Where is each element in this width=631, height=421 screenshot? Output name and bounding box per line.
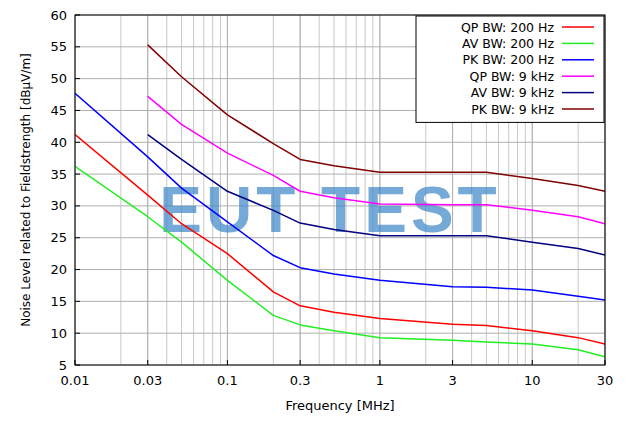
x-tick-label: 3 xyxy=(448,373,456,388)
x-tick xyxy=(605,360,606,365)
legend-swatch xyxy=(562,43,594,45)
x-tick-label: 0.3 xyxy=(290,373,311,388)
y-tick-label: 60 xyxy=(50,8,67,23)
y-grid-line xyxy=(75,301,605,302)
y-tick-label: 20 xyxy=(50,262,67,277)
x-tick-label: 0.01 xyxy=(61,373,90,388)
x-grid-line xyxy=(147,15,148,365)
y-tick-label: 30 xyxy=(50,198,67,213)
minor-grid-line xyxy=(120,15,121,365)
y-tick-label: 15 xyxy=(50,294,67,309)
y-tick xyxy=(75,142,80,143)
y-tick xyxy=(75,237,80,238)
legend-swatch xyxy=(562,59,594,61)
x-tick-label: 1 xyxy=(376,373,384,388)
series-line xyxy=(75,166,605,356)
axes: 0.01 0.03 0.1 0.3 1 3 10 30 5 10 15 20 25 30 35 40 45 50 5… xyxy=(50,8,613,389)
x-tick-label: 10 xyxy=(524,373,541,388)
legend-swatch xyxy=(562,75,594,77)
x-tick xyxy=(147,360,148,365)
x-tick-label: 30 xyxy=(597,373,614,388)
grid xyxy=(75,15,605,365)
plot-frame xyxy=(75,15,605,365)
y-tick xyxy=(75,301,80,302)
y-tick-label: 25 xyxy=(50,230,67,245)
y-tick xyxy=(75,174,80,175)
x-tick xyxy=(227,360,228,365)
minor-grid-line xyxy=(147,15,148,365)
legend-box xyxy=(416,16,604,122)
legend: QP BW: 200 HzAV BW: 200 HzPK BW: 200 Hz Q… xyxy=(416,16,604,122)
x-tick xyxy=(300,360,301,365)
y-tick xyxy=(75,110,80,111)
legend-label: PK BW: 9 kHz xyxy=(471,102,554,117)
y-grid-line xyxy=(75,269,605,270)
y-grid-line xyxy=(75,333,605,334)
y-tick xyxy=(75,78,80,79)
series-line xyxy=(148,135,605,255)
x-tick xyxy=(532,360,533,365)
legend-label: AV BW: 9 kHz xyxy=(471,85,555,100)
y-tick xyxy=(75,333,80,334)
y-grid-line xyxy=(75,142,605,143)
y-tick xyxy=(75,205,80,206)
x-tick-label: 0.1 xyxy=(217,373,238,388)
y-tick-label: 10 xyxy=(50,326,67,341)
y-tick xyxy=(75,365,80,366)
legend-swatch xyxy=(562,92,594,94)
plot-bg xyxy=(75,15,605,365)
y-tick-label: 5 xyxy=(59,358,67,373)
x-axis-label: Frequency [MHz] xyxy=(285,398,394,413)
x-tick-label: 0.03 xyxy=(133,373,162,388)
y-tick-label: 35 xyxy=(50,167,67,182)
x-tick xyxy=(75,360,76,365)
legend-swatch xyxy=(562,108,594,110)
legend-swatch xyxy=(562,26,594,28)
series-group xyxy=(75,45,605,357)
y-tick-label: 50 xyxy=(50,71,67,86)
legend-label: QP BW: 9 kHz xyxy=(470,69,555,84)
legend-label: QP BW: 200 Hz xyxy=(461,20,555,35)
x-tick xyxy=(452,360,453,365)
y-tick xyxy=(75,15,80,16)
series-line xyxy=(75,93,605,300)
y-tick xyxy=(75,46,80,47)
legend-label: PK BW: 200 Hz xyxy=(463,52,555,67)
series-line xyxy=(148,96,605,223)
x-tick xyxy=(379,360,380,365)
y-axis-label: Noise Level related to Fieldstrength [dB… xyxy=(19,53,33,327)
y-tick-label: 45 xyxy=(50,103,67,118)
y-tick-label: 40 xyxy=(50,135,67,150)
chart: EUT TEST0.010.030.10.3131030510152025303… xyxy=(0,0,631,421)
y-tick-label: 55 xyxy=(50,39,67,54)
legend-label: AV BW: 200 Hz xyxy=(462,36,554,51)
y-tick xyxy=(75,269,80,270)
